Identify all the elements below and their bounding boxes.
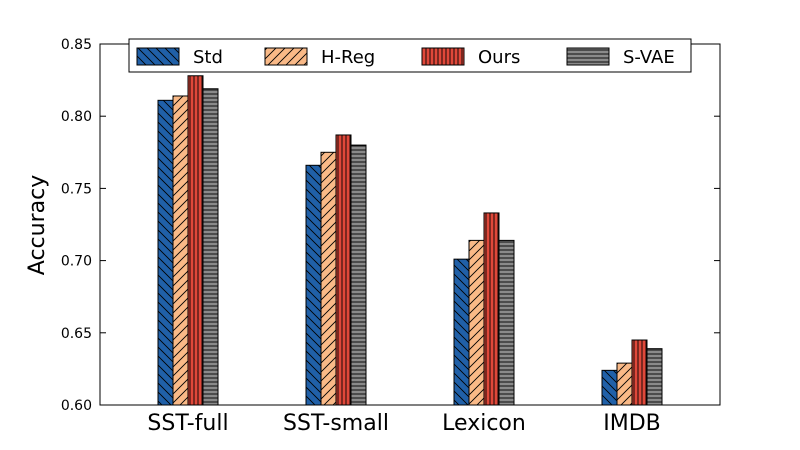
bar-hatch [498,239,515,406]
bar-hatch [601,369,618,406]
bar-hatch [483,212,500,406]
bar-s-vae-sst-full [202,88,219,406]
bar-hatch [468,239,485,406]
bar-h-reg-imdb [616,362,633,406]
legend-label: H-Reg [321,47,375,68]
y-tick-label: 0.85 [61,37,92,53]
legend-entry-h-reg: H-Reg [264,47,375,68]
legend-swatch-hatch [421,47,465,66]
bar-hatch [187,75,204,406]
legend-swatch-hatch [136,47,180,66]
bar-s-vae-imdb [646,348,663,406]
bar-h-reg-lexicon [468,239,485,406]
bar-hatch [631,339,648,406]
bar-h-reg-sst-full [172,95,189,406]
legend-label: S-VAE [623,47,675,68]
legend-swatch-hatch [264,47,308,66]
bar-hatch [202,88,219,406]
legend-label: Ours [478,47,520,68]
x-category-label: SST-small [283,411,389,436]
legend-entry-ours: Ours [421,47,520,68]
x-category-label: Lexicon [442,411,526,436]
bar-hatch [335,134,352,406]
bar-hatch [646,348,663,406]
bar-std-imdb [601,369,618,406]
y-tick-label: 0.60 [61,398,92,414]
legend-entry-std: Std [136,47,223,68]
bar-ours-sst-full [187,75,204,406]
bar-hatch [305,164,322,406]
y-axis-label: Accuracy [25,175,50,275]
bar-ours-lexicon [483,212,500,406]
bars-layer [157,75,663,406]
y-tick-label: 0.65 [61,326,92,342]
y-tick-label: 0.70 [61,254,92,270]
bar-s-vae-sst-small [350,144,367,406]
bar-hatch [157,99,174,406]
legend: Std H-Reg Ours S-VAE [128,38,692,73]
bar-hatch [320,151,337,406]
bar-hatch [172,95,189,406]
axes-layer: 0.60 0.65 0.70 0.75 0.80 0.85 SST-full SST-smal… [61,37,721,436]
bar-hatch [350,144,367,406]
bar-std-sst-small [305,164,322,406]
bar-s-vae-lexicon [498,239,515,406]
legend-entry-s-vae: S-VAE [566,47,675,68]
bar-hatch [453,258,470,406]
x-category-label: SST-full [147,411,228,436]
bar-h-reg-sst-small [320,151,337,406]
bar-ours-sst-small [335,134,352,406]
bar-std-lexicon [453,258,470,406]
y-tick-label: 0.80 [61,109,92,125]
bar-std-sst-full [157,99,174,406]
bar-hatch [616,362,633,406]
y-tick-label: 0.75 [61,181,92,197]
legend-swatch-hatch [566,47,610,66]
bar-ours-imdb [631,339,648,406]
legend-label: Std [193,47,223,68]
x-category-label: IMDB [603,411,661,436]
